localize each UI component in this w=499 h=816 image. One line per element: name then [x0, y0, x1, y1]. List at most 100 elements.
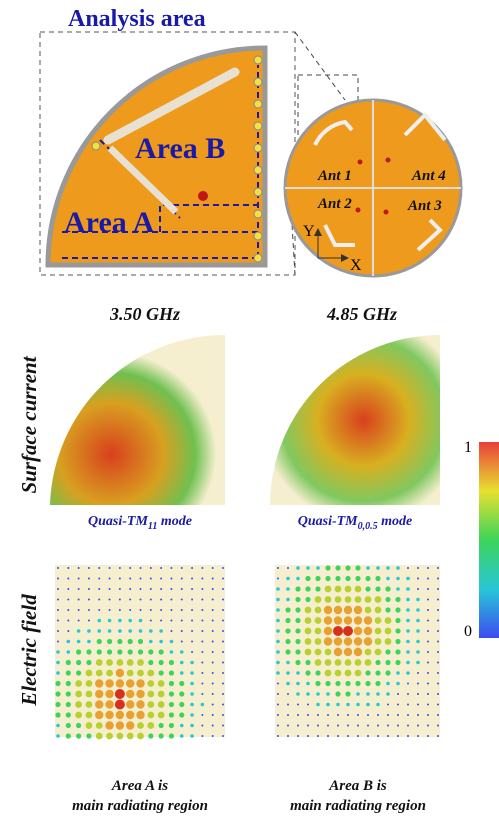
field-dot	[149, 609, 152, 611]
field-dot	[87, 598, 90, 601]
slots	[313, 112, 447, 252]
field-dot	[129, 598, 132, 601]
frequency: 4.85 GHz	[326, 304, 397, 324]
field-dot	[323, 626, 333, 636]
field-dot	[406, 671, 410, 675]
field-dot	[147, 711, 155, 719]
field-dot	[407, 724, 409, 727]
field-dot	[365, 680, 371, 687]
field-dot	[116, 659, 124, 666]
field-dot	[277, 703, 279, 706]
field-dot	[98, 598, 101, 601]
field-dot	[345, 565, 351, 571]
field-dot	[85, 722, 93, 729]
field-dot	[211, 651, 214, 653]
field-dot	[387, 735, 389, 737]
field-dot	[179, 712, 185, 718]
field-dot	[437, 609, 439, 611]
field-dot	[324, 585, 332, 593]
field-dot	[304, 606, 312, 614]
field-dot	[344, 669, 352, 677]
field-dot	[437, 661, 439, 664]
field-dot	[437, 577, 439, 580]
field-dot	[285, 628, 291, 634]
field-dot	[211, 661, 214, 664]
field-dot	[355, 565, 361, 571]
field-dot	[116, 732, 124, 740]
field-dot	[179, 723, 184, 728]
field-dot	[222, 682, 224, 685]
field-dot	[87, 588, 90, 590]
field-dot	[139, 598, 142, 601]
field-dot	[315, 670, 321, 676]
field-dot	[67, 588, 70, 590]
field-dot	[160, 609, 163, 611]
field-dot	[397, 703, 399, 706]
field-dot	[201, 598, 204, 601]
field-dot	[211, 567, 214, 569]
field-dot	[106, 732, 113, 740]
axes	[317, 232, 345, 259]
field-dot	[343, 605, 353, 615]
field-dot	[149, 619, 152, 622]
field-dot	[395, 659, 401, 666]
field-dot	[395, 607, 401, 613]
field-dot	[96, 638, 102, 645]
field-dot	[364, 596, 372, 603]
field-dot	[376, 692, 380, 696]
field-dot	[128, 618, 132, 623]
field-dot	[377, 724, 379, 727]
field-dot	[437, 651, 439, 653]
field-dot	[353, 616, 363, 625]
field-dot	[56, 660, 60, 665]
field-dot	[406, 597, 410, 602]
field-dot	[396, 566, 400, 570]
feeds	[355, 157, 391, 215]
field-dot	[406, 660, 410, 665]
field-dot	[304, 638, 312, 645]
field-dot	[364, 648, 372, 656]
field-dot	[200, 702, 205, 707]
field-dot	[417, 724, 419, 727]
field-dot	[222, 651, 224, 653]
field-dot	[327, 735, 329, 737]
field-dot	[396, 671, 400, 675]
field-dot	[385, 607, 391, 613]
field-dot	[65, 680, 71, 687]
field-dot	[385, 649, 391, 655]
field-dot	[139, 577, 142, 580]
field-dot	[97, 618, 102, 623]
field-dot	[126, 669, 134, 677]
field-dot	[304, 617, 312, 624]
field-dot	[87, 577, 90, 580]
field-dot	[95, 679, 104, 688]
field-dot	[136, 689, 145, 699]
field-dot	[295, 638, 301, 645]
field-dot	[297, 703, 299, 706]
field-dot	[384, 617, 392, 624]
field-dot	[118, 577, 121, 580]
field-dot	[95, 722, 103, 729]
field-dot	[179, 680, 185, 687]
field-dot	[147, 701, 155, 708]
area-b-label: Area B	[135, 132, 225, 165]
field-dot	[201, 661, 204, 664]
field-dot	[406, 587, 410, 591]
field-dot	[417, 693, 419, 695]
field-dot	[315, 586, 321, 592]
field-dot	[307, 703, 309, 706]
field-dot	[395, 638, 401, 645]
field-dot	[335, 565, 341, 571]
field-dot	[375, 575, 381, 582]
field-dot	[286, 671, 290, 675]
field-dot	[56, 650, 60, 654]
field-dot	[344, 659, 352, 666]
title: Analysis area	[68, 6, 206, 32]
field-dot	[374, 638, 382, 645]
field-dot	[138, 629, 143, 633]
field-dot	[138, 618, 143, 623]
field-dot	[77, 577, 80, 580]
region-borders	[62, 65, 259, 259]
field-dot	[125, 689, 135, 699]
